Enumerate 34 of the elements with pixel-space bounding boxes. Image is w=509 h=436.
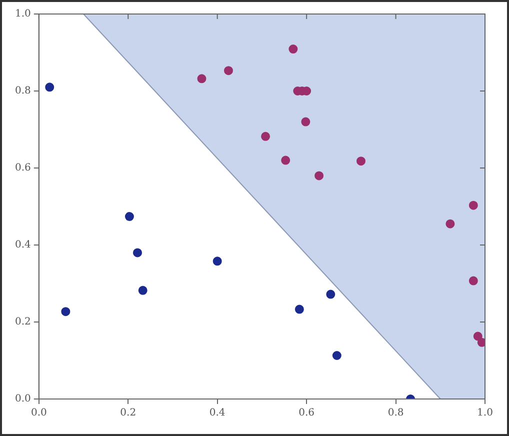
x-tick-label: 0.8 <box>388 408 404 419</box>
point <box>468 200 478 210</box>
point <box>212 256 222 266</box>
point <box>477 338 485 347</box>
x-tick-label: 0.6 <box>298 408 315 419</box>
point <box>138 286 148 295</box>
point <box>61 307 70 316</box>
x-tick-label: 0.2 <box>120 408 136 419</box>
point <box>132 248 142 258</box>
y-tick-label: 0.2 <box>14 316 31 328</box>
point <box>124 212 134 222</box>
point <box>314 171 324 180</box>
point <box>45 82 54 92</box>
point <box>468 276 478 286</box>
y-tick-label: 0.0 <box>14 394 31 405</box>
y-tick-label: 0.4 <box>14 240 31 251</box>
point <box>197 74 206 84</box>
point <box>261 132 270 141</box>
y-tick-label: 0.6 <box>14 162 31 174</box>
point <box>446 219 455 228</box>
x-tick-label: 1.0 <box>477 408 493 419</box>
y-tick-label: 1.0 <box>14 8 31 20</box>
point <box>332 350 342 360</box>
y-tick-label: 0.8 <box>14 86 31 97</box>
point <box>224 66 233 76</box>
point <box>473 332 482 341</box>
point <box>288 44 298 54</box>
point <box>301 117 310 126</box>
x-tick-label: 0.4 <box>209 408 226 419</box>
x-tick-label: 0.0 <box>30 408 47 419</box>
point <box>356 156 366 166</box>
point <box>326 290 336 299</box>
point <box>294 304 304 314</box>
point <box>281 156 290 165</box>
